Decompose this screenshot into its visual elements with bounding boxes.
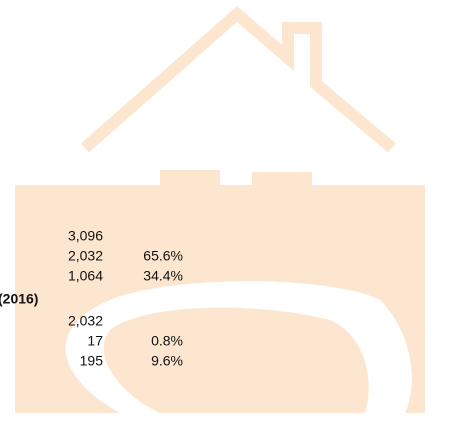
count: 2,032 xyxy=(68,313,103,329)
house-illustration: 3,096 2,032 65.6% 1,064 34.4% (2016) 2,032 17 0.… xyxy=(0,0,451,425)
percent: 65.6% xyxy=(143,248,183,264)
percent: 34.4% xyxy=(143,268,183,284)
page: 3,096 2,032 65.6% 1,064 34.4% (2016) 2,032 17 0.… xyxy=(0,0,451,425)
percent: 9.6% xyxy=(151,353,183,369)
roof xyxy=(85,14,392,148)
wall xyxy=(110,170,370,185)
count: 1,064 xyxy=(68,268,103,284)
count: 17 xyxy=(87,333,103,349)
count: 195 xyxy=(80,353,104,369)
door xyxy=(160,170,220,190)
window xyxy=(252,172,312,236)
percent: 0.8% xyxy=(151,333,183,349)
section-heading: (2016) xyxy=(0,291,38,307)
count: 3,096 xyxy=(68,228,103,244)
count: 2,032 xyxy=(68,248,103,264)
